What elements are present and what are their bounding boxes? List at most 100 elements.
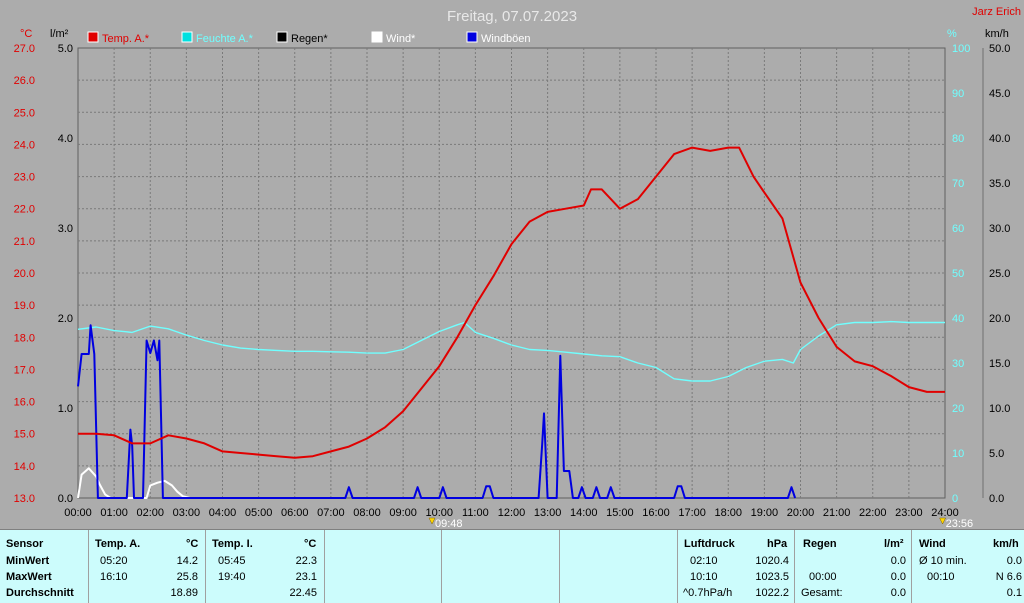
pressure-trend: ^0.7hPa/h — [683, 587, 733, 599]
wind-avg10-value: 0.0 — [1006, 555, 1022, 567]
x-tick-label: 14:00 — [570, 507, 598, 519]
humidity-tick-label: 10 — [952, 448, 964, 460]
humidity-tick-label: 60 — [952, 223, 964, 235]
x-tick-label: 22:00 — [859, 507, 887, 519]
x-tick-label: 20:00 — [787, 507, 815, 519]
legend-label-wind: Wind* — [386, 33, 416, 45]
temp-outside-max-time: 16:10 — [100, 571, 128, 583]
x-tick-label: 23:00 — [895, 507, 923, 519]
wind-tick-label: 30.0 — [989, 223, 1010, 235]
temp-tick-label: 16.0 — [14, 397, 35, 409]
row-header-avg: Durchschnitt — [6, 587, 74, 599]
x-tick-label: 07:00 — [317, 507, 345, 519]
legend-label-rain: Regen* — [291, 33, 328, 45]
temp-tick-label: 17.0 — [14, 364, 35, 376]
divider — [677, 530, 678, 603]
pressure-title: Luftdruck — [684, 538, 735, 550]
temp-tick-label: 26.0 — [14, 75, 35, 87]
temp-tick-label: 24.0 — [14, 139, 35, 151]
temp-outside-title: Temp. A. — [95, 538, 141, 550]
rain-tick-label: 0.0 — [58, 493, 73, 505]
x-tick-label: 17:00 — [678, 507, 706, 519]
legend-label-temp: Temp. A.* — [102, 33, 150, 45]
x-tick-label: 13:00 — [534, 507, 562, 519]
temp-inside-average: 22.45 — [289, 587, 317, 599]
x-tick-label: 00:00 — [64, 507, 92, 519]
wind-avg10-label: Ø 10 min. — [919, 555, 967, 567]
rain-total-value: 0.0 — [890, 587, 906, 599]
x-tick-label: 24:00 — [931, 507, 959, 519]
legend-swatch-rain — [276, 31, 288, 43]
wind-tick-label: 25.0 — [989, 268, 1010, 280]
temp-inside-unit: °C — [304, 538, 317, 550]
divider — [88, 530, 89, 603]
legend: Temp. A.* Feuchte A.* Regen* Wind* Windb… — [87, 31, 531, 45]
divider — [794, 530, 795, 603]
rain-tick-label: 2.0 — [58, 313, 73, 325]
wind-tick-label: 45.0 — [989, 88, 1010, 100]
humidity-tick-label: 80 — [952, 133, 964, 145]
temp-tick-label: 25.0 — [14, 107, 35, 119]
row-header-sensor: Sensor — [6, 538, 44, 550]
series-line-temp-a — [78, 146, 945, 459]
sun-marker-label: 23:56 — [946, 518, 974, 529]
humidity-tick-label: 50 — [952, 268, 964, 280]
x-tick-label: 01:00 — [100, 507, 128, 519]
plot-area: 00:00 01:00 02:00 03:00 04:00 05:00 06:00 07:00… — [14, 43, 1011, 529]
x-tick-label: 21:00 — [823, 507, 851, 519]
row-header-max: MaxWert — [6, 571, 52, 583]
temp-inside-min-time: 05:45 — [218, 555, 246, 567]
temp-tick-label: 14.0 — [14, 461, 35, 473]
divider — [324, 530, 325, 603]
temp-inside-title: Temp. I. — [212, 538, 253, 550]
x-tick-label: 05:00 — [245, 507, 273, 519]
humidity-unit-label: % — [947, 28, 957, 40]
x-tick-label: 10:00 — [425, 507, 453, 519]
rain-total-label: Gesamt: — [801, 587, 843, 599]
statistics-panel: Sensor MinWert MaxWert Durchschnitt Temp… — [0, 529, 1024, 603]
legend-label-humidity: Feuchte A.* — [196, 33, 254, 45]
divider — [911, 530, 912, 603]
wind-tick-label: 20.0 — [989, 313, 1010, 325]
x-tick-label: 08:00 — [353, 507, 381, 519]
legend-swatch-humidity — [181, 31, 193, 43]
temp-tick-label: 18.0 — [14, 332, 35, 344]
humidity-tick-label: 70 — [952, 178, 964, 190]
sun-marker-icon — [428, 517, 436, 525]
series-line-windb-en — [77, 324, 797, 499]
temp-outside-average: 18.89 — [170, 587, 198, 599]
humidity-tick-label: 30 — [952, 358, 964, 370]
legend-swatch-temp — [87, 31, 99, 43]
temp-outside-min-value: 14.2 — [176, 555, 198, 567]
humidity-tick-label: 90 — [952, 88, 964, 100]
pressure-max-time: 10:10 — [690, 571, 718, 583]
divider — [559, 530, 560, 603]
wind-tick-label: 40.0 — [989, 133, 1010, 145]
series-line-feuchte-a — [77, 320, 945, 382]
x-tick-label: 19:00 — [751, 507, 779, 519]
row-header-min: MinWert — [6, 555, 50, 567]
pressure-min-time: 02:10 — [690, 555, 718, 567]
wind-tick-label: 0.0 — [989, 493, 1004, 505]
rain-tick-label: 1.0 — [58, 403, 73, 415]
temp-tick-label: 21.0 — [14, 236, 35, 248]
x-tick-label: 16:00 — [642, 507, 670, 519]
sun-marker-label: 09:48 — [435, 518, 463, 529]
x-tick-label: 09:00 — [389, 507, 417, 519]
sun-marker-icon — [939, 517, 946, 525]
legend-swatch-wind — [371, 31, 383, 43]
wind-max-value: N 6.6 — [995, 571, 1022, 583]
x-tick-label: 04:00 — [209, 507, 237, 519]
wind-tick-label: 35.0 — [989, 178, 1010, 190]
rain-tick-label: 5.0 — [58, 43, 73, 55]
temp-tick-label: 23.0 — [14, 172, 35, 184]
temp-inside-max-value: 23.1 — [295, 571, 317, 583]
rain-tick-label: 4.0 — [58, 133, 73, 145]
rain-value-2: 0.0 — [890, 571, 906, 583]
rain-value-1: 0.0 — [890, 555, 906, 567]
x-tick-label: 12:00 — [498, 507, 526, 519]
divider — [205, 530, 206, 603]
wind-average: 0.1 — [1006, 587, 1022, 599]
wind-tick-label: 15.0 — [989, 358, 1010, 370]
wind-title: Wind — [919, 538, 946, 550]
